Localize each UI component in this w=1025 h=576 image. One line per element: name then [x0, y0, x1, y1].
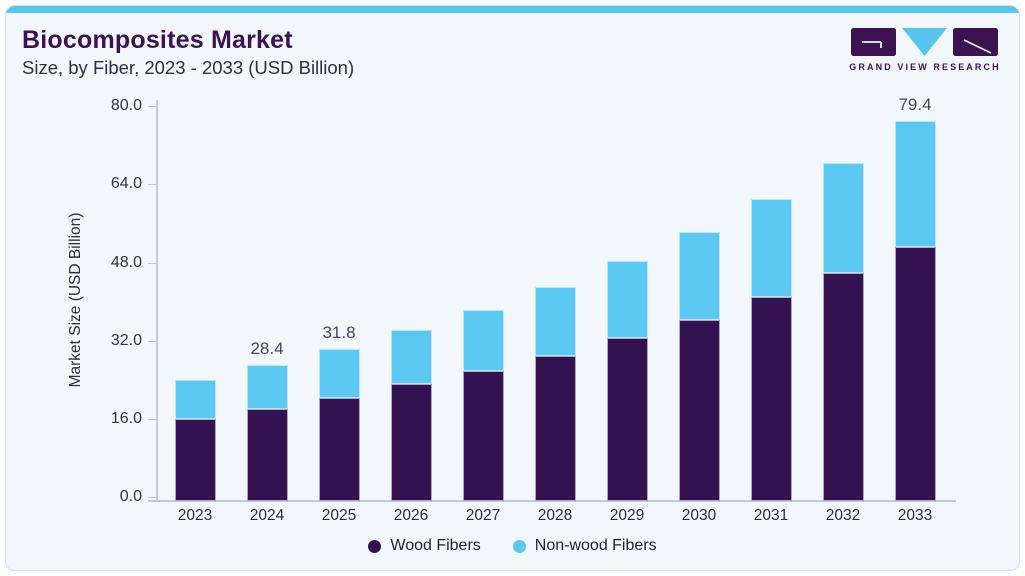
bar-segment-non-wood-fibers-2033 — [894, 121, 936, 247]
bar-segment-wood-fibers-2029 — [606, 338, 648, 501]
bar-segment-non-wood-fibers-2027 — [462, 309, 504, 372]
y-tick-label-64.0: 64.0 — [110, 175, 142, 193]
legend-label: Non-wood Fibers — [534, 537, 657, 554]
y-tick-mark — [148, 184, 156, 186]
bar-segment-non-wood-fibers-2029 — [606, 261, 648, 338]
bar-segment-wood-fibers-2030 — [678, 319, 720, 501]
bar-segment-wood-fibers-2033 — [894, 246, 936, 501]
chart-subtitle: Size, by Fiber, 2023 - 2033 (USD Billion… — [22, 57, 355, 78]
x-axis-label-2027: 2027 — [465, 507, 501, 524]
bar-segment-wood-fibers-2023 — [174, 418, 216, 501]
bar-segment-non-wood-fibers-2030 — [678, 231, 720, 320]
bar-segment-non-wood-fibers-2024 — [246, 365, 288, 409]
y-tick-mark — [148, 262, 156, 264]
x-axis-label-2023: 2023 — [177, 507, 213, 524]
legend-item-wood-fibers: Wood Fibers — [368, 537, 481, 555]
legend-swatch-icon — [512, 539, 526, 553]
bar-segment-non-wood-fibers-2032 — [822, 162, 864, 274]
bar-total-label-2033: 79.4 — [898, 95, 932, 115]
gvr-logo-icon — [851, 28, 998, 56]
y-tick-label-80.0: 80.0 — [110, 97, 142, 115]
chart-title: Biocomposites Market — [22, 26, 293, 54]
bar-segment-wood-fibers-2032 — [822, 273, 864, 501]
chart-legend: Wood Fibers Non-wood Fibers — [0, 537, 1025, 555]
y-axis-line — [156, 100, 158, 501]
bar-segment-wood-fibers-2031 — [750, 297, 792, 501]
gvr-logo: GRAND VIEW RESEARCH — [849, 27, 1001, 72]
y-tick-mark — [148, 106, 156, 108]
x-axis-label-2028: 2028 — [537, 507, 573, 524]
y-tick-mark — [148, 418, 156, 420]
legend-swatch-icon — [368, 539, 382, 553]
bar-total-label-2024: 28.4 — [250, 339, 284, 359]
x-axis-label-2032: 2032 — [825, 507, 861, 524]
x-axis-label-2030: 2030 — [681, 507, 717, 524]
x-axis-label-2024: 2024 — [249, 507, 285, 524]
bar-segment-non-wood-fibers-2031 — [750, 199, 792, 298]
bar-segment-wood-fibers-2027 — [462, 371, 504, 501]
bar-segment-non-wood-fibers-2025 — [318, 348, 360, 398]
bar-segment-wood-fibers-2028 — [534, 356, 576, 501]
card-top-accent-bar — [6, 6, 1019, 13]
bar-segment-wood-fibers-2025 — [318, 397, 360, 501]
y-tick-label-16.0: 16.0 — [110, 409, 142, 427]
y-tick-mark — [148, 340, 156, 342]
gvr-logo-wordmark: GRAND VIEW RESEARCH — [849, 62, 1001, 72]
bar-segment-wood-fibers-2024 — [246, 408, 288, 501]
x-axis-label-2029: 2029 — [609, 507, 645, 524]
bar-segment-wood-fibers-2026 — [390, 384, 432, 501]
x-axis-label-2033: 2033 — [897, 507, 933, 524]
legend-label: Wood Fibers — [390, 537, 481, 554]
bar-segment-non-wood-fibers-2026 — [390, 330, 432, 385]
legend-item-non-wood-fibers: Non-wood Fibers — [512, 537, 657, 555]
y-tick-label-0.0: 0.0 — [119, 488, 142, 505]
y-tick-mark — [148, 497, 156, 498]
x-axis-label-2025: 2025 — [321, 507, 357, 524]
y-tick-label-32.0: 32.0 — [110, 331, 142, 349]
bar-total-label-2025: 31.8 — [322, 322, 356, 342]
x-axis-label-2026: 2026 — [393, 507, 429, 524]
bar-segment-non-wood-fibers-2028 — [534, 286, 576, 357]
x-axis-label-2031: 2031 — [753, 507, 789, 524]
bar-segment-non-wood-fibers-2023 — [174, 380, 216, 419]
y-tick-label-48.0: 48.0 — [110, 253, 142, 271]
y-axis-title: Market Size (USD Billion) — [67, 212, 84, 388]
